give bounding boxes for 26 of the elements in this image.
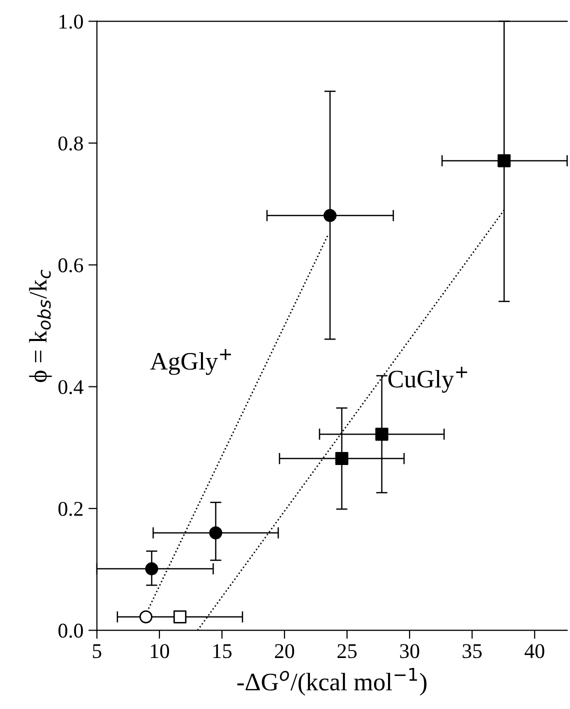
point [145,562,158,576]
y-tick-label: 0.4 [58,380,84,394]
point [375,428,388,441]
point [209,526,222,540]
series-label: AgGly$^{+}$ [150,348,231,375]
x-tick-label: 15 [213,644,232,658]
x-tick-label: 25 [338,644,357,658]
x-tick-label: 30 [400,644,420,658]
y-tick-label: 0.0 [58,624,83,638]
x-axis-title: -ΔG$^{o}$/(kcal mol$^{−1}$) [237,668,426,696]
x-tick-label: 10 [150,644,170,658]
point [324,209,337,222]
x-tick-label: 40 [524,644,544,658]
y-axis-title: ϕ = k$_{obs}$/k$_{c}$ [29,270,52,382]
point [498,154,511,168]
x-tick-label: 20 [275,644,294,658]
x-tick-label: 5 [92,644,102,658]
y-tick-label: 0.2 [58,502,83,516]
x-tick-label: 35 [462,644,482,658]
y-tick-label: 0.8 [58,136,83,151]
series-label: CuGly$^{+}$ [388,366,468,393]
point [335,452,348,466]
point [139,610,152,624]
y-tick-label: 0.6 [58,258,84,272]
y-tick-label: 1.0 [59,14,83,29]
point [173,610,186,624]
